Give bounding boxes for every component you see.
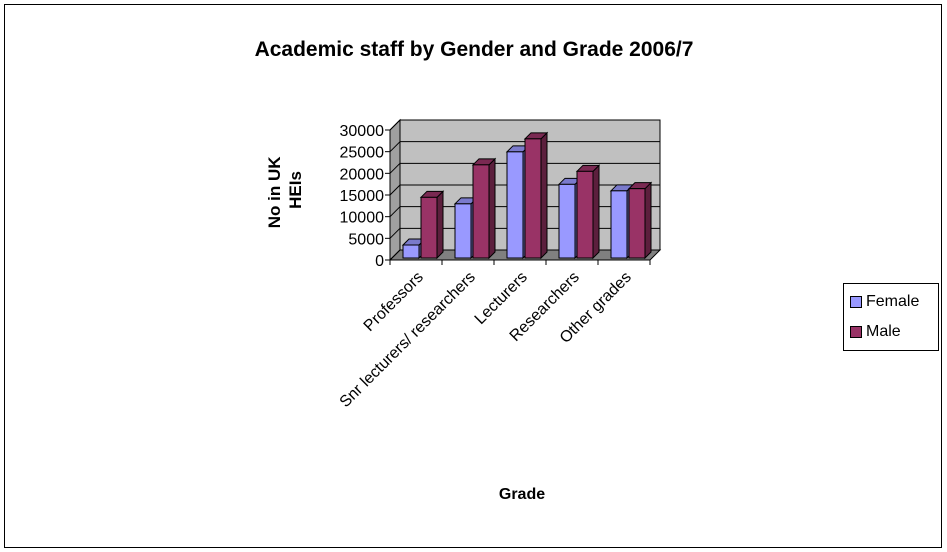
side-gridline (389, 141, 401, 153)
y-tick-label: 10000 (340, 210, 385, 227)
bar-front (610, 190, 628, 259)
y-tick-label: 25000 (340, 145, 385, 162)
legend: Female Male (843, 283, 939, 351)
legend-item-female: Female (850, 292, 919, 312)
bar-male (523, 131, 549, 260)
bar-male (627, 181, 653, 260)
chart-title: Academic staff by Gender and Grade 2006/… (254, 38, 694, 61)
bar-male (419, 190, 445, 260)
legend-swatch-male (850, 326, 862, 338)
legend-swatch-female (850, 296, 862, 308)
bar-front (576, 170, 594, 259)
bar-side (436, 190, 444, 260)
side-gridline (389, 162, 401, 174)
y-axis-label-line1: No in UK (265, 156, 284, 228)
legend-label-male: Male (866, 323, 901, 340)
bar-side (644, 181, 652, 260)
bar-male (575, 164, 601, 260)
bar-side (488, 157, 496, 260)
side-gridline (389, 184, 401, 196)
bar-front (524, 138, 542, 259)
x-axis-label: Grade (499, 486, 545, 503)
bar-male (471, 157, 497, 260)
y-axis-label-line2: HEIs (286, 171, 305, 209)
chart-frame: Academic staff by Gender and Grade 2006/… (4, 4, 942, 548)
legend-label-female: Female (866, 293, 920, 310)
bar-front (628, 188, 646, 259)
side-gridline (389, 227, 401, 239)
y-tick-label: 30000 (340, 123, 385, 140)
y-tick-label: 15000 (340, 188, 385, 205)
bar-front (506, 151, 524, 259)
bar-front (420, 196, 438, 259)
y-tick-label: 0 (375, 253, 384, 270)
y-tick-label: 5000 (348, 231, 384, 248)
bar-front (402, 244, 420, 259)
bar-front (558, 183, 576, 259)
side-gridline (389, 206, 401, 218)
bar-side (592, 164, 600, 260)
side-gridline (389, 249, 401, 261)
bars (401, 131, 653, 260)
bar-side (540, 131, 548, 260)
bar-front (454, 203, 472, 259)
side-gridline (389, 119, 401, 131)
legend-item-male: Male (850, 322, 901, 342)
y-axis-label: No in UK HEIs (265, 152, 305, 229)
bar-front (472, 164, 490, 259)
y-axis: 0 5000 10000 15000 20000 25000 30000 (340, 123, 391, 270)
y-tick-label: 20000 (340, 166, 385, 183)
